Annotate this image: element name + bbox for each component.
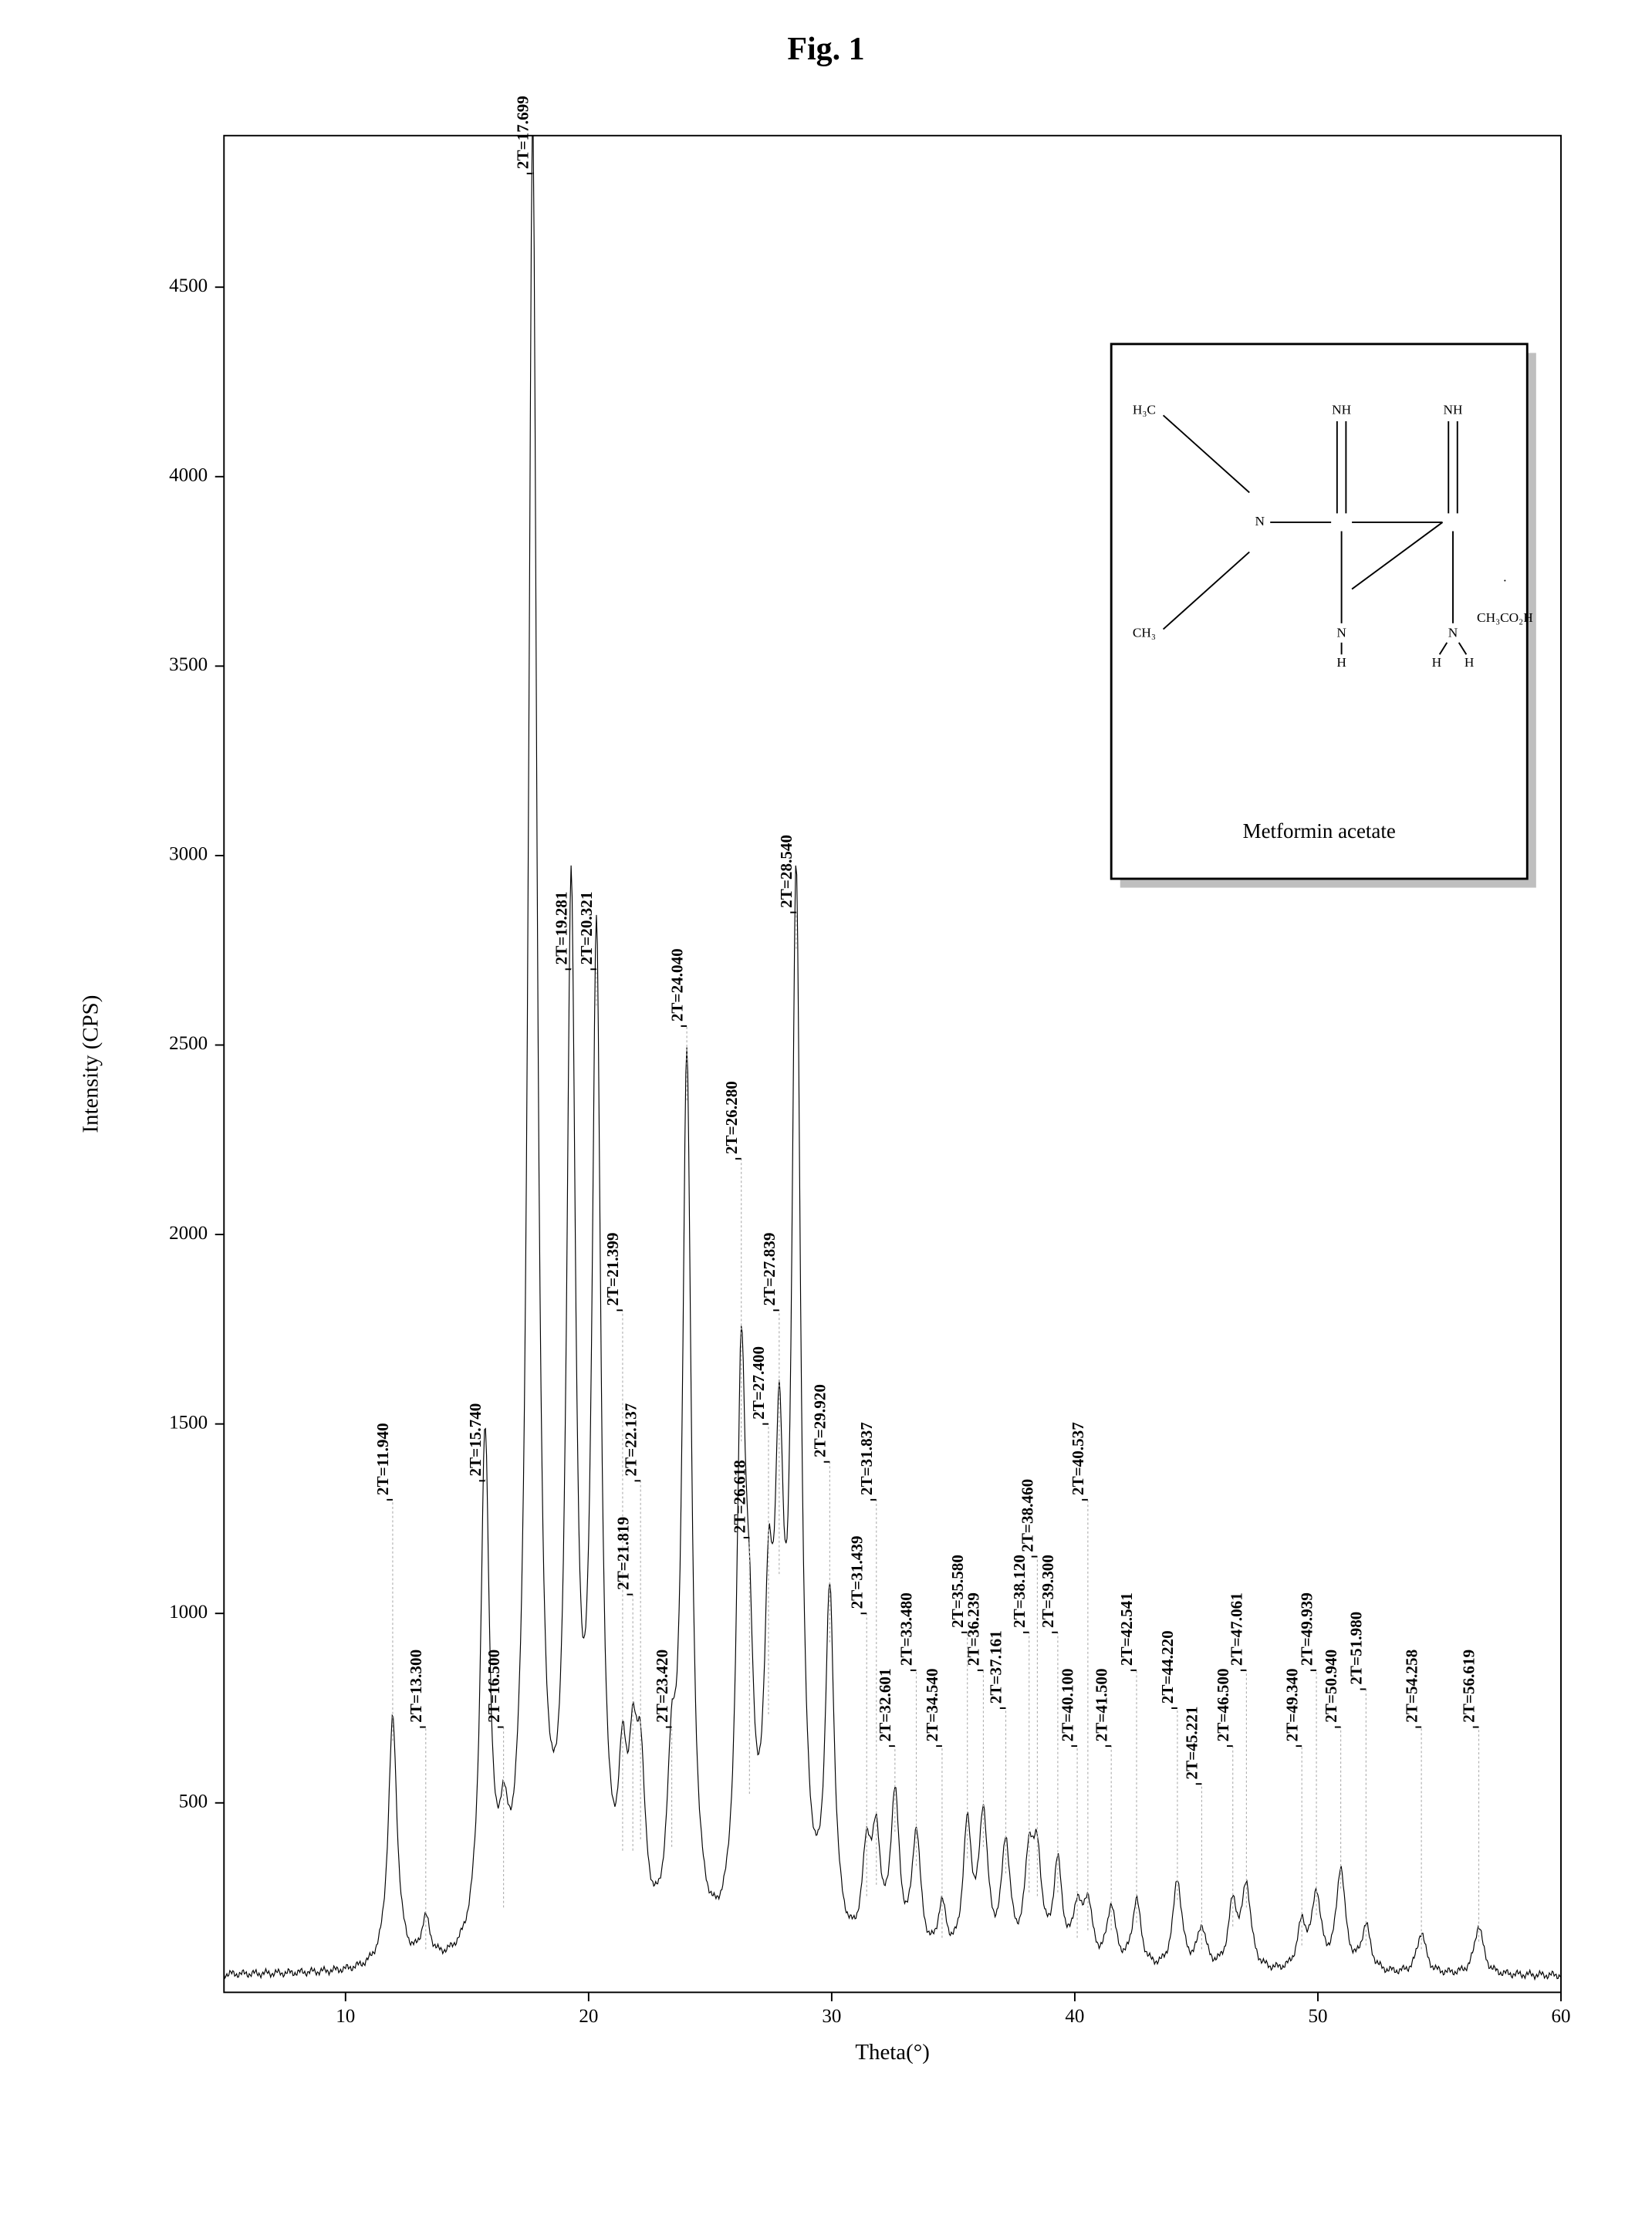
peak-label: 2T=45.221: [1183, 1707, 1201, 1780]
y-tick-label: 2500: [169, 1033, 208, 1054]
peak-label: 2T=27.839: [760, 1233, 779, 1306]
x-tick-label: 10: [336, 2006, 355, 2027]
peak-label: 2T=21.819: [613, 1517, 632, 1590]
peak-label: 2T=54.258: [1402, 1650, 1421, 1723]
struct-h2: H: [1432, 655, 1442, 670]
peak-label: 2T=19.281: [552, 892, 570, 965]
peak-label: 2T=34.540: [923, 1668, 941, 1741]
chart-area: 500 1000 1500 2000 2500 3000 3500 4000 4500 Inten…: [31, 91, 1621, 2082]
peak-label: 2T=29.920: [811, 1384, 829, 1457]
peak-label: 2T=21.399: [603, 1233, 622, 1306]
peak-label: 2T=32.601: [876, 1668, 894, 1741]
peak-label: 2T=33.480: [897, 1592, 916, 1666]
peak-label: 2T=27.400: [749, 1346, 768, 1420]
y-tick-label: 500: [179, 1791, 208, 1812]
x-tick-label: 30: [822, 2006, 841, 2027]
peak-label: 2T=28.540: [777, 835, 796, 908]
struct-nh2: NH: [1443, 402, 1462, 417]
x-tick-label: 20: [579, 2006, 598, 2027]
peak-label: 2T=22.137: [621, 1403, 640, 1476]
peak-label: 2T=31.439: [847, 1535, 866, 1609]
x-tick-label: 60: [1552, 2006, 1571, 2027]
struct-h1: H: [1336, 655, 1346, 670]
x-axis-label: Theta(°): [855, 2040, 929, 2065]
struct-h3c: H₃C: [1133, 402, 1156, 417]
struct-ch3: CH₃: [1133, 625, 1156, 640]
peak-label: 2T=24.040: [667, 948, 686, 1022]
y-tick-label: 2000: [169, 1223, 208, 1244]
x-tick-label: 50: [1308, 2006, 1327, 2027]
struct-dot: ·: [1503, 573, 1508, 588]
peak-label: 2T=17.699: [514, 96, 532, 169]
peak-label: 2T=42.541: [1117, 1592, 1136, 1666]
peak-label: 2T=26.618: [731, 1460, 749, 1533]
peak-label: 2T=38.460: [1019, 1479, 1037, 1552]
peak-label: 2T=38.120: [1010, 1555, 1029, 1628]
peak-label: 2T=46.500: [1214, 1668, 1232, 1741]
y-tick-label: 4500: [169, 275, 208, 296]
peak-label: 2T=31.837: [857, 1422, 876, 1495]
peak-label: 2T=44.220: [1158, 1630, 1177, 1704]
peak-label: 2T=49.939: [1297, 1592, 1316, 1666]
struct-n3: N: [1448, 625, 1458, 640]
struct-n2: N: [1336, 625, 1346, 640]
peak-label: 2T=56.619: [1460, 1650, 1478, 1723]
peak-label: 2T=13.300: [407, 1650, 425, 1723]
peak-label: 2T=50.940: [1322, 1650, 1340, 1723]
y-axis-label: Intensity (CPS): [79, 995, 103, 1133]
peak-label: 2T=16.500: [485, 1650, 503, 1723]
struct-acid: CH₃CO₂H: [1477, 610, 1533, 625]
y-tick-label: 3000: [169, 844, 208, 865]
y-tick-label: 3500: [169, 654, 208, 675]
peak-label: 2T=15.740: [466, 1403, 485, 1477]
peak-label: 2T=40.537: [1069, 1422, 1087, 1495]
y-tick-label: 1500: [169, 1412, 208, 1433]
x-tick-label: 40: [1065, 2006, 1084, 2027]
peak-label: 2T=20.321: [577, 892, 596, 965]
peak-label: 2T=11.940: [373, 1423, 392, 1495]
struct-n1: N: [1255, 514, 1265, 528]
y-tick-label: 1000: [169, 1602, 208, 1623]
compound-name: Metformin acetate: [1243, 819, 1396, 843]
y-tick-label: 4000: [169, 465, 208, 486]
peak-label: 2T=40.100: [1058, 1668, 1076, 1741]
struct-nh1: NH: [1332, 402, 1351, 417]
legend-box: H₃CCH₃NNHNHNHNHH·CH₃CO₂HMetformin acetat…: [1111, 344, 1536, 888]
peak-label: 2T=23.420: [653, 1650, 671, 1723]
struct-h3: H: [1465, 655, 1475, 670]
peak-label: 2T=39.300: [1039, 1555, 1057, 1628]
peak-label: 2T=37.161: [987, 1630, 1005, 1704]
peak-label: 2T=49.340: [1282, 1668, 1301, 1741]
peak-label: 2T=41.500: [1092, 1668, 1110, 1741]
peak-label: 2T=36.239: [965, 1592, 983, 1666]
peak-label: 2T=51.980: [1347, 1612, 1366, 1685]
peak-label: 2T=47.061: [1228, 1592, 1246, 1666]
figure-title: Fig. 1: [31, 31, 1621, 68]
peak-label: 2T=26.280: [722, 1081, 741, 1154]
